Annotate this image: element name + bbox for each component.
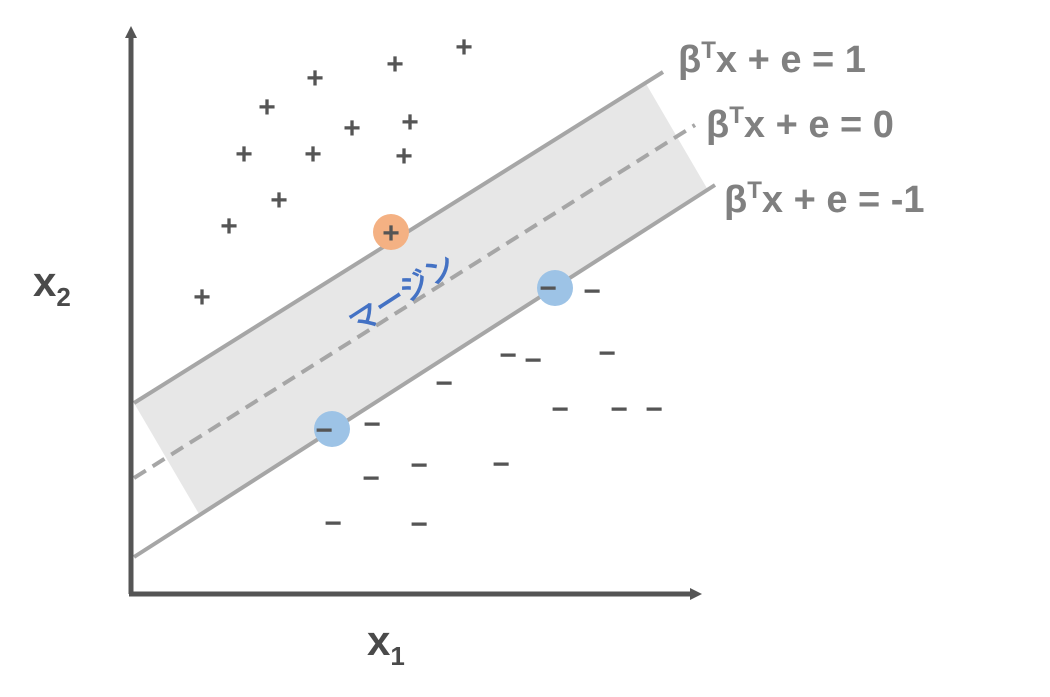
svg-text:−: − (315, 414, 333, 447)
equation-middle: βTx + e = 0 (706, 102, 894, 146)
svg-text:+: + (382, 217, 400, 250)
minus-point: − (362, 462, 380, 495)
support-vector-negative-2: − (314, 411, 350, 447)
minus-point: − (551, 393, 569, 426)
minus-point: − (410, 449, 428, 482)
minus-point: − (324, 507, 342, 540)
plus-point: + (220, 210, 238, 243)
y-axis-label: x2 (33, 258, 71, 312)
minus-point: − (435, 367, 453, 400)
minus-point: − (492, 448, 510, 481)
plus-point: + (401, 106, 419, 139)
minus-point: − (598, 337, 616, 370)
positive-points: +++++ ++ + ++++ (193, 31, 473, 314)
minus-point: − (610, 393, 628, 426)
equation-upper: βTx + e = 1 (678, 37, 866, 81)
decision-boundary-line (132, 123, 697, 480)
minus-point: − (499, 339, 517, 372)
minus-point: − (645, 393, 663, 426)
support-vector-positive: + (373, 214, 409, 250)
plus-point: + (395, 140, 413, 173)
x-axis-label: x1 (367, 617, 405, 671)
minus-point: − (524, 344, 542, 377)
minus-point: − (410, 508, 428, 541)
plus-point: + (258, 91, 276, 124)
negative-points: −− − −−− − −−− −−− − (324, 275, 663, 541)
svg-text:−: − (539, 272, 557, 305)
plus-point: + (235, 138, 253, 171)
equation-lower: βTx + e = -1 (724, 177, 925, 221)
plus-point: + (270, 184, 288, 217)
minus-point: − (363, 408, 381, 441)
plus-point: + (455, 31, 473, 64)
minus-point: − (583, 275, 601, 308)
plus-point: + (193, 281, 211, 314)
plus-point: + (306, 62, 324, 95)
lower-margin-line (132, 183, 717, 559)
plus-point: + (343, 112, 361, 145)
support-vector-negative-1: − (537, 270, 573, 306)
plus-point: + (386, 48, 404, 81)
plus-point: + (304, 138, 322, 171)
